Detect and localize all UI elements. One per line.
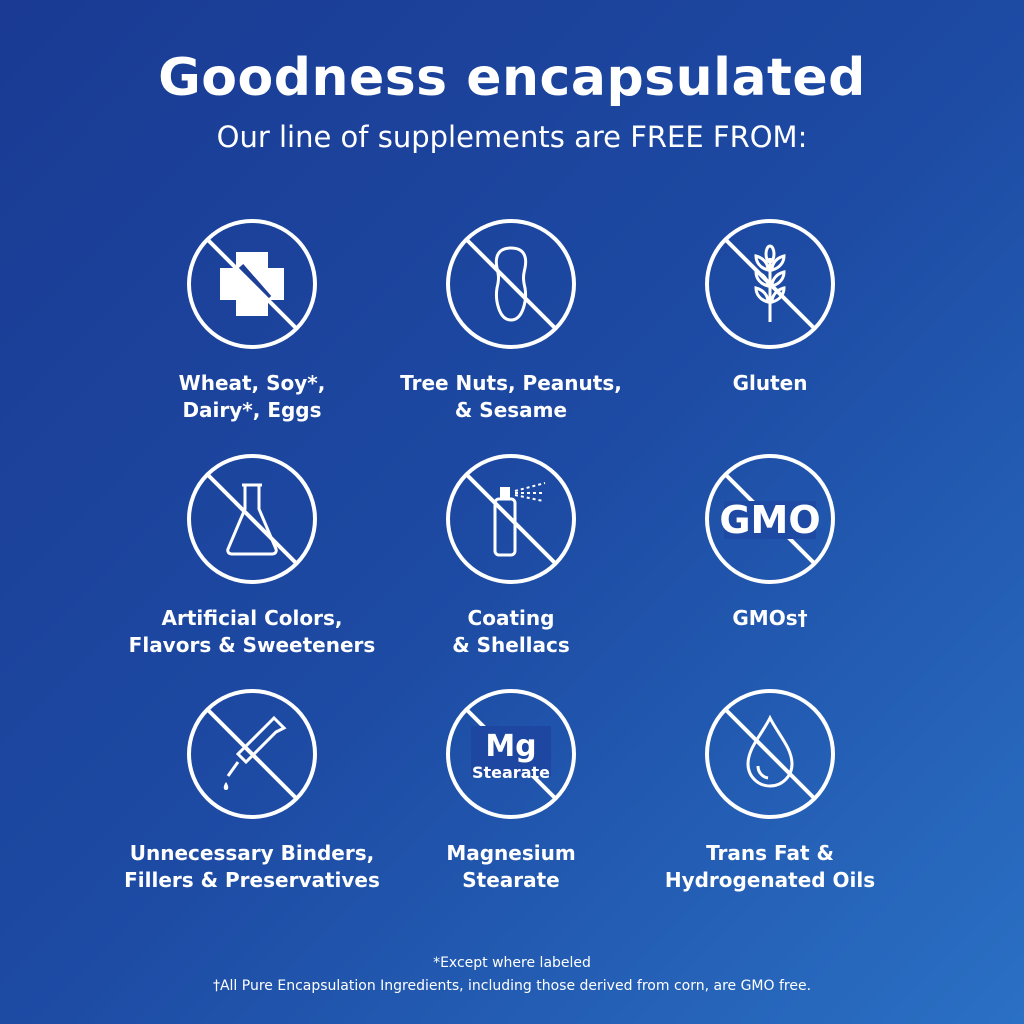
spray-can-icon <box>446 454 576 584</box>
oil-drop-icon <box>705 689 835 819</box>
item-label-line2: Stearate <box>462 868 560 892</box>
item-label-line2: & Sesame <box>454 398 568 422</box>
footnote-gmo: †All Pure Encapsulation Ingredients, inc… <box>212 978 812 994</box>
gmo-icon: GMO <box>705 454 835 584</box>
dropper-icon <box>187 689 317 819</box>
item-label-line2: Dairy*, Eggs <box>182 398 322 422</box>
item-label-line1: Unnecessary Binders, <box>129 841 375 865</box>
gmo-icon-text: GMO <box>719 498 820 542</box>
free-from-item-mg-stearate: Mg Stearate Magnesium Stearate <box>361 688 661 894</box>
allergen-cross-fork-icon <box>187 219 317 349</box>
flask-icon <box>187 454 317 584</box>
item-label-line1: Tree Nuts, Peanuts, <box>400 371 622 395</box>
footnote-except: *Except where labeled <box>433 955 591 971</box>
mg-icon-text: Mg <box>485 729 536 764</box>
item-label-line1: Coating <box>467 606 555 630</box>
peanut-icon <box>446 219 576 349</box>
item-label-line2: Hydrogenated Oils <box>664 868 876 892</box>
free-from-item-trans-fat: Trans Fat & Hydrogenated Oils <box>620 688 920 894</box>
page-subtitle: Our line of supplements are FREE FROM: <box>216 120 808 154</box>
item-label-line1: Gluten <box>732 371 808 395</box>
mg-stearate-icon: Mg Stearate <box>446 689 576 819</box>
free-from-item-nuts: Tree Nuts, Peanuts, & Sesame <box>361 218 661 424</box>
item-label-line1: Wheat, Soy*, <box>178 371 326 395</box>
item-label-line1: Magnesium <box>446 841 576 865</box>
page-title: Goodness encapsulated <box>158 48 866 108</box>
item-label-line1: Artificial Colors, <box>161 606 343 630</box>
free-from-item-gmo: GMO GMOs† <box>620 453 920 632</box>
item-label-line1: Trans Fat & <box>706 841 834 865</box>
item-label-line2: Fillers & Preservatives <box>124 868 380 892</box>
item-label-line1: GMOs† <box>732 606 808 630</box>
free-from-item-artificial: Artificial Colors, Flavors & Sweeteners <box>102 453 402 659</box>
free-from-item-coating: Coating & Shellacs <box>361 453 661 659</box>
item-label-line2: & Shellacs <box>452 633 570 657</box>
item-label-line2: Flavors & Sweeteners <box>128 633 376 657</box>
free-from-item-gluten: Gluten <box>620 218 920 397</box>
stearate-icon-text: Stearate <box>472 763 550 782</box>
wheat-icon <box>705 219 835 349</box>
free-from-item-allergens: Wheat, Soy*, Dairy*, Eggs <box>102 218 402 424</box>
free-from-item-binders: Unnecessary Binders, Fillers & Preservati… <box>102 688 402 894</box>
